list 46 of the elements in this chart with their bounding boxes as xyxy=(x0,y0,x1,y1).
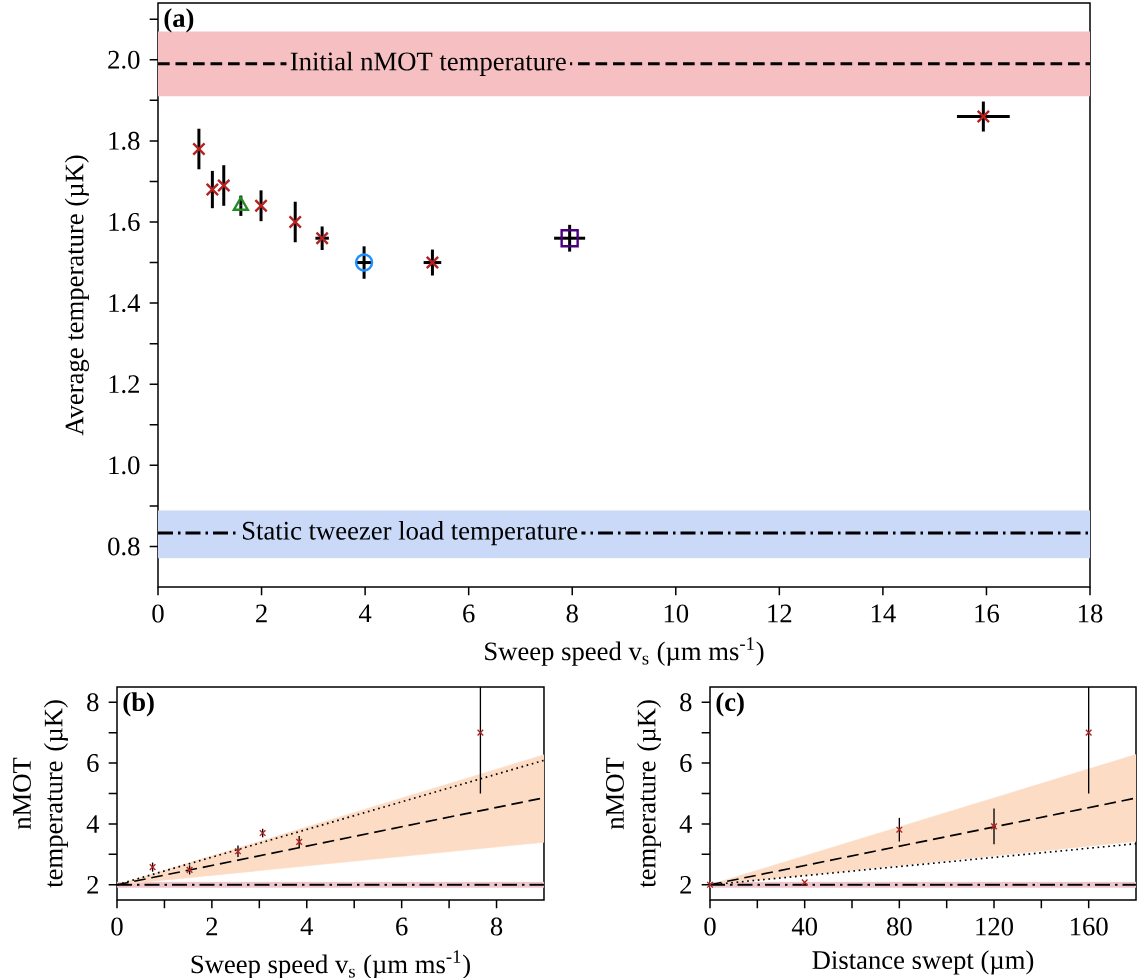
chart-title: (c) xyxy=(716,692,744,717)
x-tick-label: 8 xyxy=(566,604,578,623)
y-tick-label: 1.0 xyxy=(109,456,140,475)
y-tick-label: 4 xyxy=(679,815,693,833)
x-tick-label: 12 xyxy=(768,604,792,623)
x-tick-label: 120 xyxy=(976,917,1013,936)
x-tick-label: 18 xyxy=(1079,604,1103,623)
y-tick-label: 1.8 xyxy=(109,131,140,150)
ref-line-label: Static tweezer load temperature xyxy=(242,520,578,546)
x-tick-label: 6 xyxy=(463,604,475,623)
x-tick-label: 40 xyxy=(791,917,817,936)
x-tick-label: 16 xyxy=(975,604,999,623)
y-tick-label: 4 xyxy=(86,815,100,833)
y-tick-label: 1.6 xyxy=(109,212,140,231)
y-tick-label: 2.0 xyxy=(108,50,140,69)
x-axis-title: Sweep speed v$_{s}$ (µm ms$^{-1}$) xyxy=(485,637,764,666)
y-tick-label: 0.8 xyxy=(108,537,140,556)
y-tick-label: 8 xyxy=(87,693,99,712)
x-axis-title: Distance swept (µm) xyxy=(812,950,1034,975)
x-tick-label: 4 xyxy=(300,917,314,936)
x-tick-label: 0 xyxy=(704,917,716,936)
x-tick-label: 8 xyxy=(490,917,503,936)
x-tick-label: 14 xyxy=(871,604,896,623)
x-tick-label: 4 xyxy=(358,604,372,623)
y-tick-label: 2 xyxy=(680,875,691,894)
y-axis-title: nMOT temperature (µK) xyxy=(13,700,68,888)
y-tick-label: 6 xyxy=(87,754,99,773)
x-tick-label: 160 xyxy=(1071,917,1108,936)
y-tick-label: 1.4 xyxy=(109,294,141,313)
x-tick-label: 2 xyxy=(256,604,267,623)
x-tick-label: 0 xyxy=(152,604,164,623)
x-tick-label: 80 xyxy=(887,917,912,936)
y-tick-label: 8 xyxy=(680,693,692,712)
x-tick-label: 10 xyxy=(664,604,689,623)
ref-line-label: Initial nMOT temperature xyxy=(290,51,566,76)
x-tick-label: 0 xyxy=(111,917,123,936)
y-tick-label: 1.2 xyxy=(109,375,139,394)
chart-title: (b) xyxy=(123,692,154,717)
x-tick-label: 6 xyxy=(396,917,408,936)
y-tick-label: 6 xyxy=(680,754,692,773)
x-tick-label: 2 xyxy=(206,917,218,936)
y-axis-title: nMOT temperature (µK) xyxy=(606,700,661,888)
y-axis-title: Average temperature (µK) xyxy=(64,155,89,436)
y-tick-label: 2 xyxy=(87,875,98,894)
chart-title: (a) xyxy=(164,8,194,33)
x-axis-title: Sweep speed v$_{s}$ (µm ms$^{-1}$) xyxy=(191,950,470,978)
